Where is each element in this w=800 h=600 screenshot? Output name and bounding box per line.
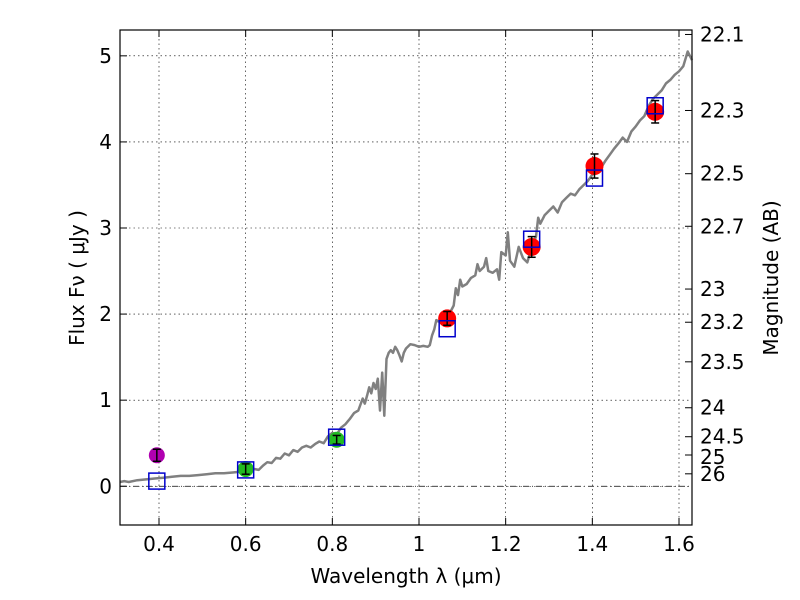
x-axis-title: Wavelength λ (μm) — [310, 564, 501, 588]
model-band-square — [236, 461, 255, 479]
x-tick-label: 0.6 — [230, 532, 262, 556]
y-tick-label: 0 — [99, 474, 112, 498]
y-ticks: 0 1 2 3 4 5 — [99, 44, 127, 498]
right-tick-label: 22.7 — [700, 214, 745, 238]
right-tick-label: 24 — [700, 396, 725, 420]
x-tick-label: 1 — [413, 532, 426, 556]
y-tick-label: 2 — [99, 302, 112, 326]
y-tick-label: 3 — [99, 216, 112, 240]
right-tick-label: 22.5 — [700, 162, 745, 186]
model-band-square — [585, 169, 604, 187]
y-tick-label: 4 — [99, 130, 112, 154]
right-tick-label: 23 — [700, 277, 725, 301]
right-tick-label: 23.2 — [700, 310, 745, 334]
model-band-square — [522, 230, 541, 248]
y-tick-label: 5 — [99, 44, 112, 68]
y-tick-label: 1 — [99, 388, 112, 412]
points-layer — [148, 97, 665, 490]
right-tick-label: 22.1 — [700, 22, 745, 46]
model-band-square — [327, 428, 346, 446]
x-tick-label: 0.8 — [316, 532, 348, 556]
x-tick-label: 0.4 — [143, 532, 175, 556]
right-axis-title: Magnitude (AB) — [759, 200, 783, 355]
right-tick-label: 26 — [700, 462, 725, 486]
x-ticks: 0.4 0.6 0.8 1 1.2 1.4 1.6 — [143, 30, 695, 556]
right-tick-label: 22.3 — [700, 98, 745, 122]
x-tick-label: 1.2 — [490, 532, 522, 556]
x-tick-label: 1.4 — [576, 532, 608, 556]
right-tick-label: 24.5 — [700, 425, 745, 449]
x-tick-label: 1.6 — [663, 532, 695, 556]
model-band-square — [438, 319, 456, 338]
y-axis-title: Flux Fν ( μJy ) — [65, 210, 89, 346]
right-tick-label: 25 — [700, 445, 725, 469]
right-tick-label: 23.5 — [700, 350, 745, 374]
plot-frame — [119, 29, 693, 526]
model-band-square — [148, 472, 166, 490]
model-band-square — [646, 97, 664, 115]
